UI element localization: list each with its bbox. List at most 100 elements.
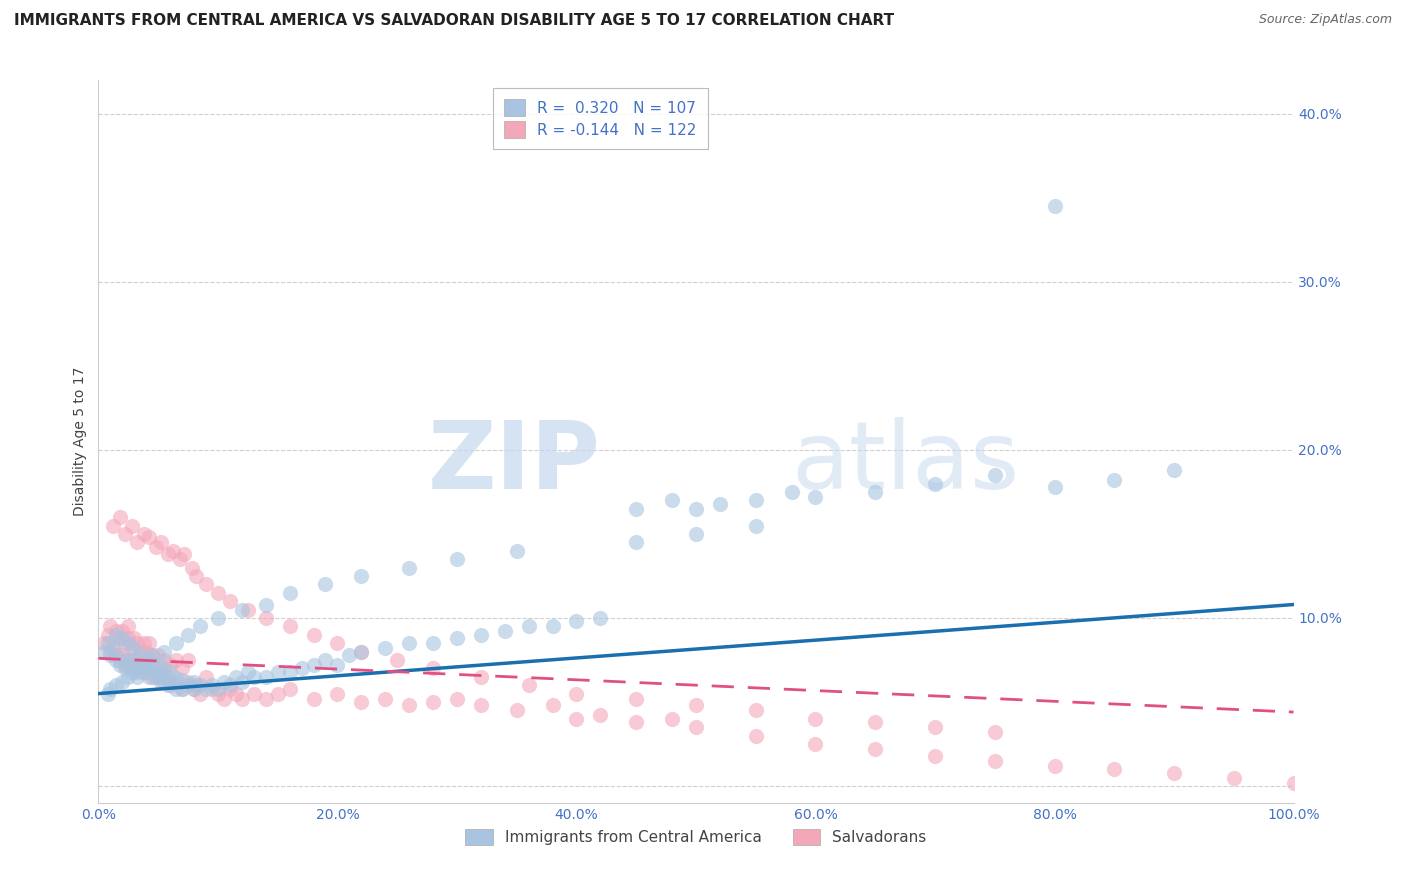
Point [165,681,187,696]
Point [105,628,128,642]
Point [1223,771,1246,785]
Point [124,653,146,667]
Point [231,691,253,706]
Text: Source: ZipAtlas.com: Source: ZipAtlas.com [1258,13,1392,27]
Point [188,619,211,633]
Point [177,628,200,642]
Text: ZIP: ZIP [427,417,600,509]
Point [125,670,148,684]
Point [207,687,229,701]
Point [745,518,768,533]
Point [156,678,179,692]
Point [183,674,205,689]
Point [207,681,229,696]
Point [243,687,266,701]
Point [231,674,253,689]
Point [169,552,191,566]
Point [685,501,707,516]
Point [145,541,167,555]
Point [709,497,731,511]
Point [172,661,194,675]
Point [1104,473,1126,487]
Point [177,674,200,689]
Point [156,670,179,684]
Point [132,527,155,541]
Point [177,678,200,692]
Point [98,644,122,658]
Point [984,754,1007,768]
Point [105,648,128,662]
Point [494,624,516,639]
Point [780,485,803,500]
Point [148,668,170,682]
Point [422,661,444,675]
Point [422,695,444,709]
Point [98,648,122,662]
Point [188,678,211,692]
Point [117,657,139,671]
Point [165,672,187,686]
Point [111,648,134,662]
Point [101,641,124,656]
Point [374,641,396,656]
Point [135,644,157,658]
Point [278,586,301,600]
Point [162,543,184,558]
Point [97,636,120,650]
Point [117,619,139,633]
Point [138,636,160,650]
Point [207,611,229,625]
Point [804,490,827,504]
Point [183,681,205,696]
Point [141,648,163,662]
Point [124,641,146,656]
Point [350,644,373,658]
Point [446,552,468,566]
Point [1104,762,1126,776]
Point [278,681,301,696]
Point [129,644,152,658]
Point [105,653,128,667]
Point [111,631,134,645]
Point [589,611,612,625]
Point [254,598,277,612]
Point [180,560,202,574]
Point [565,687,588,701]
Point [254,611,277,625]
Point [101,518,124,533]
Point [339,648,361,662]
Point [195,577,218,591]
Text: IMMIGRANTS FROM CENTRAL AMERICA VS SALVADORAN DISABILITY AGE 5 TO 17 CORRELATION: IMMIGRANTS FROM CENTRAL AMERICA VS SALVA… [14,13,894,29]
Point [141,655,163,669]
Point [745,729,768,743]
Point [148,658,170,673]
Point [201,681,224,696]
Point [219,681,242,696]
Point [141,648,163,662]
Point [212,674,235,689]
Point [291,661,314,675]
Point [207,586,229,600]
Point [124,665,146,679]
Point [984,468,1007,483]
Point [186,569,208,583]
Point [865,742,887,756]
Point [172,681,194,696]
Point [517,619,540,633]
Point [101,641,124,656]
Point [105,678,128,692]
Point [517,678,540,692]
Point [98,619,122,633]
Point [541,619,564,633]
Point [350,569,373,583]
Point [135,651,157,665]
Point [254,670,277,684]
Point [125,658,148,673]
Point [685,527,707,541]
Point [108,510,131,524]
Text: atlas: atlas [792,417,1019,509]
Point [315,577,337,591]
Point [984,725,1007,739]
Point [125,535,148,549]
Point [225,670,247,684]
